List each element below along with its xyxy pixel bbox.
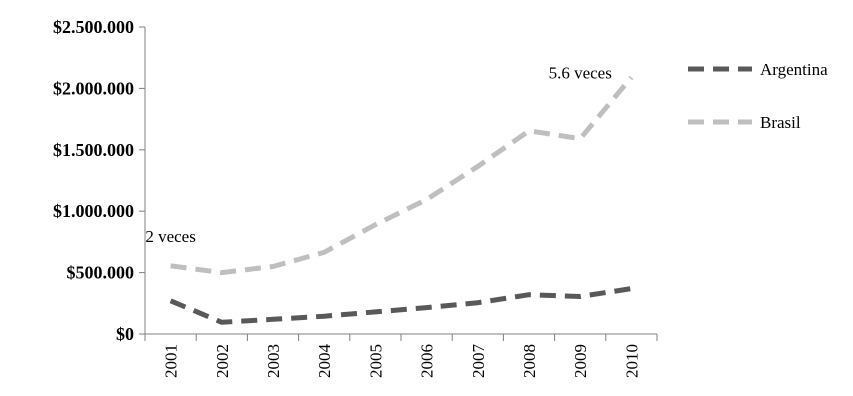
x-tick-label: 2009 <box>571 344 590 378</box>
legend-label-argentina: Argentina <box>760 60 828 79</box>
annotation-label: 2 veces <box>145 227 196 246</box>
series-lines <box>169 75 634 325</box>
y-tick-label: $0 <box>116 324 134 344</box>
x-tick-label: 2003 <box>264 344 283 378</box>
x-tick-label: 2005 <box>366 344 385 378</box>
legend-label-brasil: Brasil <box>760 113 801 132</box>
x-tick-label: 2007 <box>469 344 488 379</box>
legend: Argentina Brasil <box>688 60 828 132</box>
axes: $0 $500.000 $1.000.000 $1.500.000 $2.000.000… <box>53 17 658 379</box>
x-tick-label: 2002 <box>213 344 232 378</box>
y-tick-label: $2.000.000 <box>53 78 134 98</box>
y-tick-label: $1.500.000 <box>53 140 134 160</box>
x-tick-label: 2004 <box>315 344 334 379</box>
annotation-label: 5.6 veces <box>549 64 612 83</box>
x-tick-label: 2008 <box>520 344 539 378</box>
series-line-brasil <box>170 75 634 276</box>
y-tick-label: $1.000.000 <box>53 201 134 221</box>
y-tick-label: $2.500.000 <box>53 17 134 37</box>
x-tick-label: 2010 <box>622 344 641 378</box>
x-tick-label: 2001 <box>162 344 181 378</box>
y-tick-label: $500.000 <box>67 263 135 283</box>
annotations: 2 veces 5.6 veces <box>145 64 611 246</box>
x-tick-label: 2006 <box>418 344 437 378</box>
series-line-argentina <box>169 286 632 325</box>
